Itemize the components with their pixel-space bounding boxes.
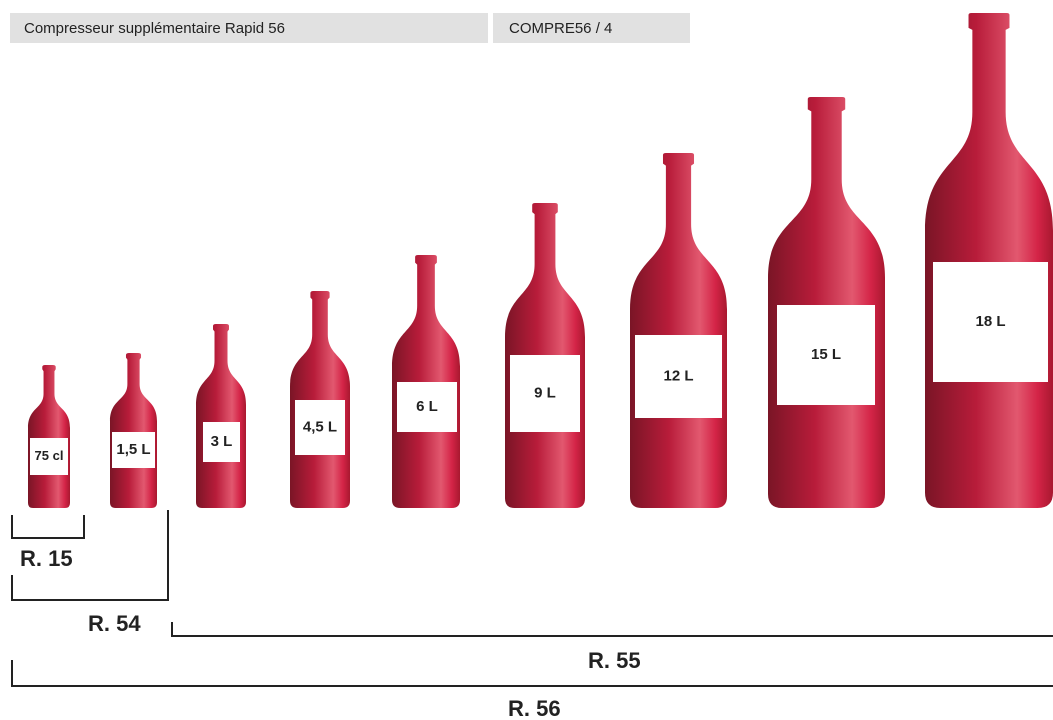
bottle-label: 75 cl: [35, 448, 64, 463]
bottle: [290, 291, 350, 508]
bracket: [12, 515, 84, 538]
bottle-label: 1,5 L: [116, 441, 150, 458]
bottle-label: 3 L: [211, 433, 233, 450]
bottle: [768, 97, 885, 508]
range-label: R. 54: [88, 611, 141, 636]
bottle-label: 6 L: [416, 398, 438, 415]
range-label: R. 55: [588, 648, 641, 673]
page: Compresseur supplémentaire Rapid 56 COMP…: [0, 0, 1053, 720]
bottle-label: 9 L: [534, 384, 556, 401]
header-code: COMPRE56 / 4: [509, 20, 612, 37]
bottle-label: 12 L: [663, 367, 693, 384]
bottle: [196, 324, 246, 508]
bottle: [28, 365, 70, 508]
bottle: [925, 13, 1053, 508]
range-label: R. 56: [508, 696, 561, 720]
bottle-label: 4,5 L: [303, 418, 337, 435]
header-title: Compresseur supplémentaire Rapid 56: [24, 20, 285, 37]
bracket: [12, 660, 1053, 686]
bottle: [630, 153, 727, 508]
bracket: [172, 622, 1053, 636]
range-label: R. 15: [20, 546, 73, 571]
bottle: [110, 353, 157, 508]
bottle: [392, 255, 460, 508]
bottle-label: 15 L: [811, 346, 841, 363]
diagram: Compresseur supplémentaire Rapid 56 COMP…: [0, 0, 1053, 720]
bottle-label: 18 L: [975, 313, 1005, 330]
